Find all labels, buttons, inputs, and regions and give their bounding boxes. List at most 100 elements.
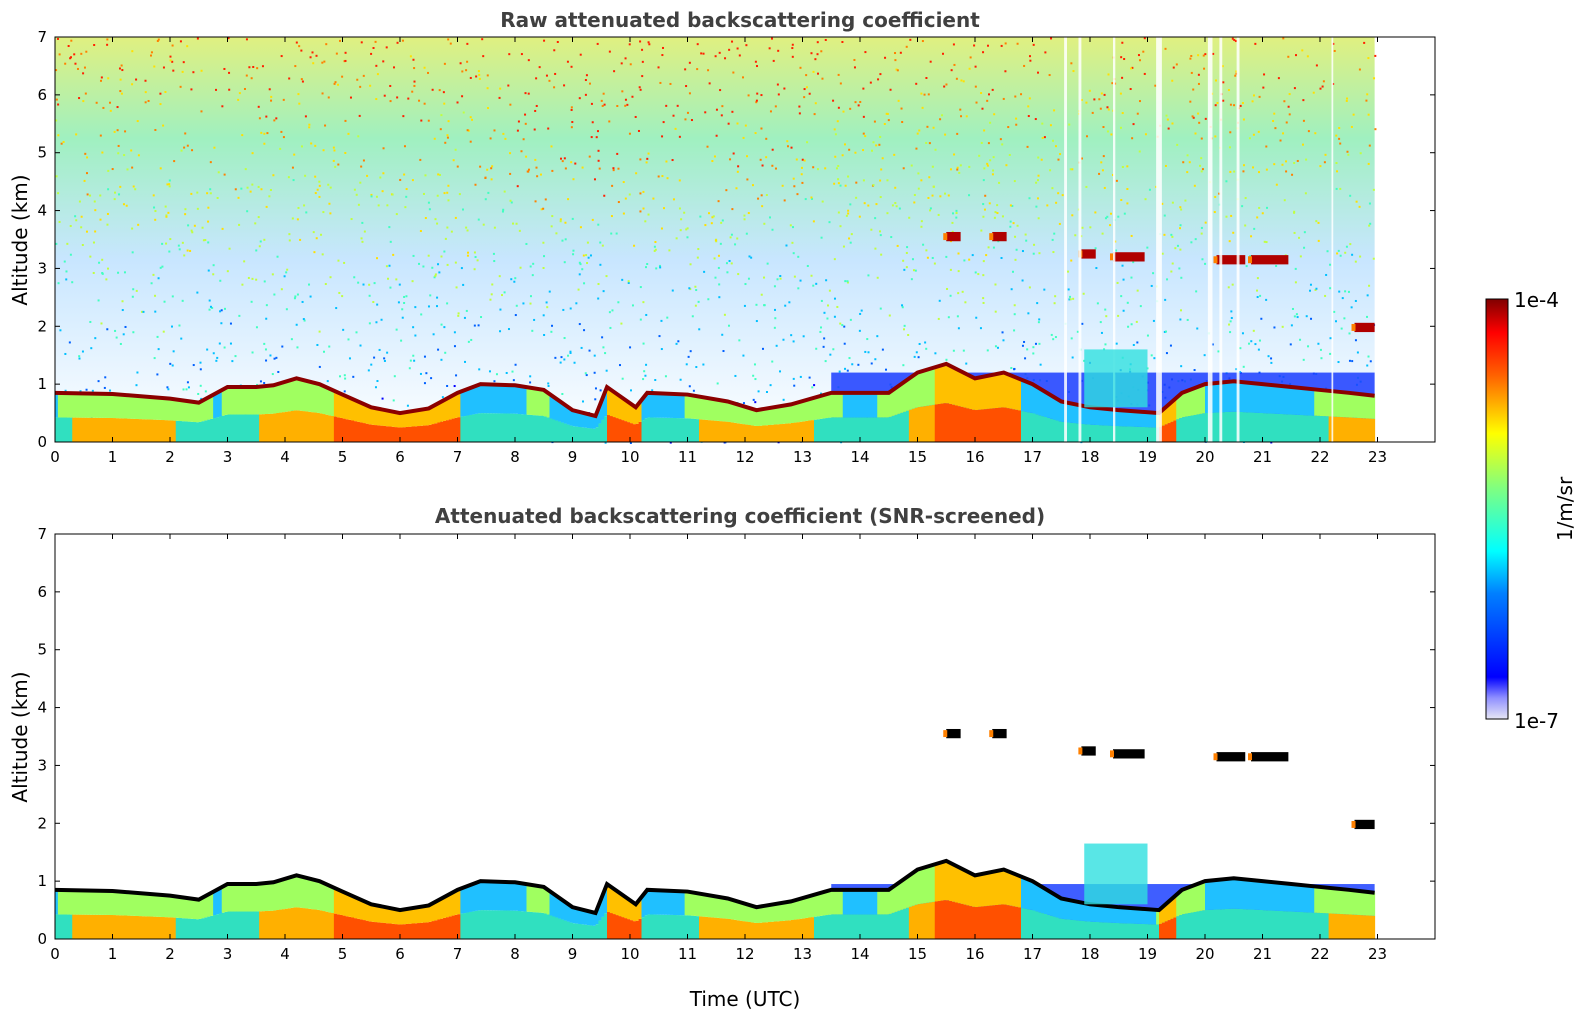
noise-speckle <box>299 238 302 241</box>
noise-speckle <box>1004 42 1007 45</box>
noise-speckle <box>768 216 771 219</box>
noise-speckle <box>547 382 550 385</box>
boundary-layer-strip <box>923 406 927 442</box>
boundary-layer-strip <box>644 915 648 939</box>
noise-speckle <box>228 71 231 74</box>
boundary-layer-strip <box>282 879 286 910</box>
noise-speckle <box>258 245 261 248</box>
boundary-layer-strip <box>55 889 59 915</box>
boundary-layer-strip <box>917 904 921 939</box>
noise-speckle <box>1001 143 1004 146</box>
noise-speckle <box>586 262 589 265</box>
boundary-layer-strip <box>60 914 65 939</box>
boundary-layer-strip <box>837 889 841 915</box>
noise-speckle <box>582 400 585 403</box>
boundary-layer-strip <box>239 884 243 912</box>
noise-speckle <box>297 93 300 96</box>
noise-speckle <box>1295 313 1298 316</box>
noise-speckle <box>280 288 283 291</box>
boundary-layer-strip <box>193 422 197 442</box>
boundary-layer-strip <box>124 915 128 939</box>
noise-speckle <box>359 181 362 184</box>
noise-speckle <box>611 309 614 312</box>
boundary-layer-strip <box>630 423 634 442</box>
noise-speckle <box>779 275 782 278</box>
noise-speckle <box>304 174 307 177</box>
boundary-layer-strip <box>696 419 700 442</box>
boundary-layer-strip <box>1029 383 1033 413</box>
noise-speckle <box>312 231 315 234</box>
noise-speckle <box>1164 298 1167 301</box>
boundary-layer-strip <box>365 405 369 424</box>
noise-speckle <box>833 297 836 300</box>
boundary-layer-strip <box>121 891 125 916</box>
noise-speckle <box>209 161 212 164</box>
boundary-layer-strip <box>230 387 234 415</box>
boundary-layer-strip <box>693 395 697 419</box>
boundary-layer-strip <box>141 419 145 442</box>
noise-speckle <box>368 294 371 297</box>
noise-speckle <box>527 168 530 171</box>
boundary-layer-strip <box>351 420 355 442</box>
boundary-layer-strip <box>598 902 602 921</box>
noise-speckle <box>1295 54 1298 57</box>
boundary-layer-strip <box>1202 910 1206 939</box>
boundary-layer-strip <box>954 865 959 903</box>
noise-speckle <box>717 254 720 257</box>
noise-speckle <box>349 96 352 99</box>
boundary-layer-strip <box>1262 881 1266 911</box>
boundary-layer-strip <box>80 890 85 915</box>
noise-speckle <box>86 156 89 159</box>
noise-speckle <box>783 87 786 90</box>
boundary-layer-strip <box>730 919 734 939</box>
noise-speckle <box>303 319 306 322</box>
noise-speckle <box>78 357 81 360</box>
noise-speckle <box>707 69 710 72</box>
noise-speckle <box>965 362 968 365</box>
boundary-layer-strip <box>920 868 924 904</box>
boundary-layer-strip <box>494 881 499 911</box>
noise-speckle <box>165 214 168 217</box>
boundary-layer-strip <box>1230 381 1235 412</box>
noise-speckle <box>608 311 611 314</box>
noise-speckle <box>484 198 487 201</box>
noise-speckle <box>1335 162 1338 165</box>
boundary-layer-strip <box>701 419 706 442</box>
noise-speckle <box>209 192 212 195</box>
noise-speckle <box>1027 115 1030 118</box>
noise-speckle <box>237 98 240 101</box>
noise-speckle <box>959 108 962 111</box>
noise-speckle <box>422 192 425 195</box>
noise-speckle <box>1094 247 1097 250</box>
boundary-layer-strip <box>926 866 930 903</box>
noise-speckle <box>782 338 785 341</box>
boundary-layer-strip <box>193 402 197 423</box>
boundary-layer-strip <box>825 915 829 939</box>
boundary-layer-strip <box>1233 878 1238 909</box>
noise-speckle <box>1200 232 1203 235</box>
noise-speckle <box>1247 342 1250 345</box>
boundary-layer-strip <box>808 917 812 939</box>
boundary-layer-strip <box>862 417 867 442</box>
noise-speckle <box>1179 227 1182 230</box>
noise-speckle <box>434 273 437 276</box>
noise-speckle <box>315 54 318 57</box>
boundary-layer-strip <box>126 915 131 939</box>
boundary-layer-strip <box>1067 422 1071 442</box>
noise-speckle <box>1130 234 1133 237</box>
cloud-layer-edge <box>1110 253 1114 261</box>
boundary-layer-strip <box>175 420 180 442</box>
noise-speckle <box>322 211 325 214</box>
boundary-layer-strip <box>172 420 177 442</box>
noise-speckle <box>1081 226 1084 229</box>
noise-speckle <box>324 283 327 286</box>
boundary-layer-strip <box>658 417 663 442</box>
noise-speckle <box>190 229 193 232</box>
noise-speckle <box>879 234 882 237</box>
noise-speckle <box>928 142 931 145</box>
boundary-layer-strip <box>770 407 775 425</box>
boundary-layer-strip <box>1130 908 1134 924</box>
boundary-layer-strip <box>894 884 898 912</box>
noise-speckle <box>961 290 964 293</box>
boundary-layer-strip <box>736 901 740 921</box>
